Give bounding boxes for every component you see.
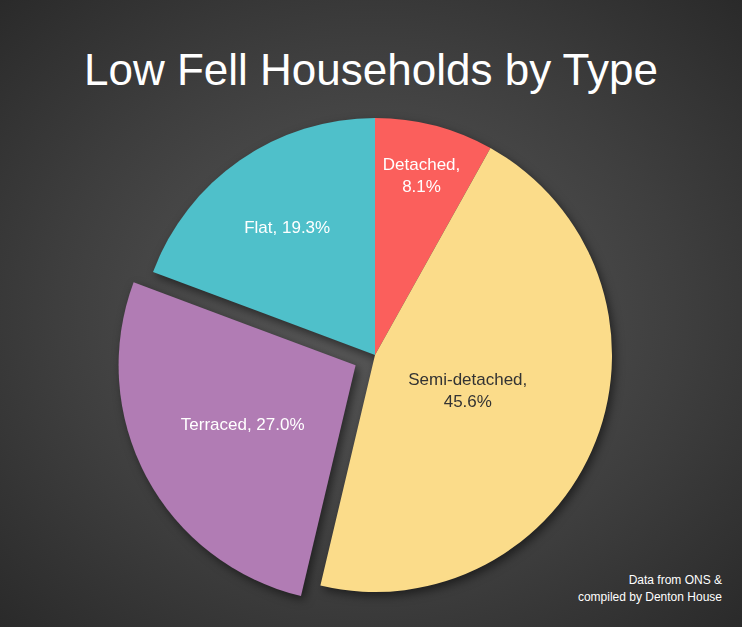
svg-text:Flat, 19.3%: Flat, 19.3% [244,218,330,237]
html-text:Low Fell Households by Type: Low Fell Households by Type [84,45,658,94]
svg-text:Terraced, 27.0%: Terraced, 27.0% [181,415,305,434]
svg-text:Detached,8.1%: Detached,8.1% [383,156,461,197]
html-text:compiled by Denton House: compiled by Denton House [577,590,722,604]
html-text:Data from ONS &: Data from ONS & [628,573,722,587]
svg-text:Semi-detached,45.6%: Semi-detached,45.6% [408,371,527,412]
